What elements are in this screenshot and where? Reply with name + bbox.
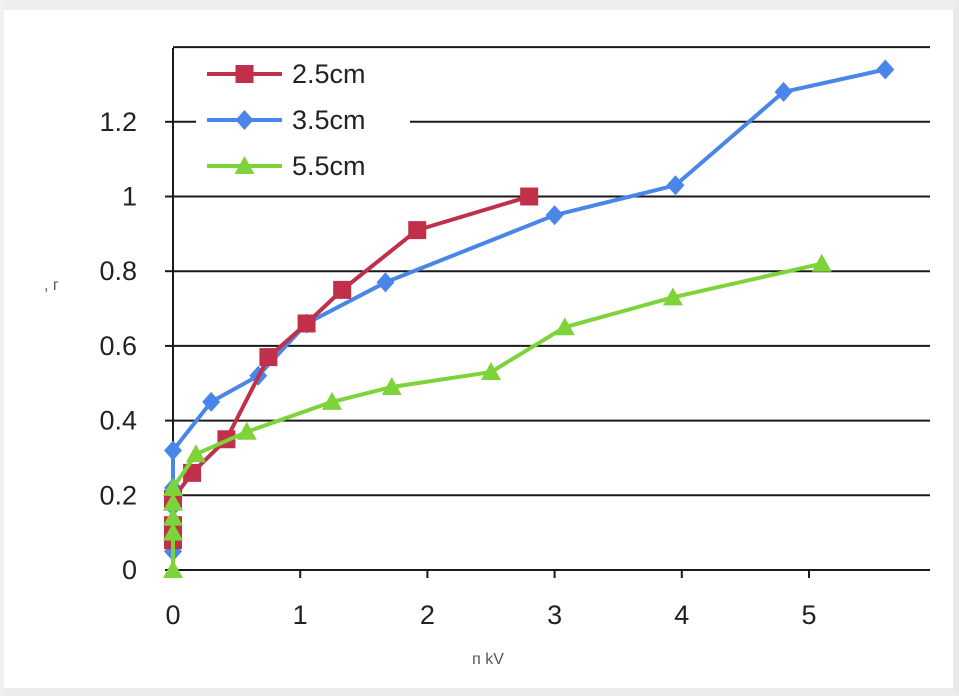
legend-marker bbox=[234, 156, 255, 174]
data-point bbox=[333, 280, 352, 299]
data-point bbox=[554, 317, 575, 336]
data-point bbox=[163, 507, 183, 526]
data-point bbox=[520, 187, 539, 206]
y-tick-label: 0.8 bbox=[99, 256, 137, 286]
data-point bbox=[876, 59, 895, 80]
data-point bbox=[381, 376, 402, 395]
data-point bbox=[163, 492, 183, 511]
legend-marker bbox=[235, 65, 254, 83]
x-axis-label: п kV bbox=[472, 651, 504, 668]
x-tick-label: 5 bbox=[801, 600, 816, 630]
grid-layer bbox=[173, 46, 930, 497]
legend-label: 2.5cm bbox=[292, 59, 366, 89]
y-tick-label: 1 bbox=[122, 182, 137, 212]
data-point bbox=[774, 81, 793, 102]
data-point bbox=[481, 362, 501, 381]
x-tick-label: 4 bbox=[674, 600, 689, 630]
y-tick-label: 1.2 bbox=[99, 107, 137, 137]
legend-label: 3.5cm bbox=[292, 105, 366, 135]
y-tick-label: 0.2 bbox=[99, 480, 137, 510]
data-point bbox=[297, 314, 316, 333]
y-tick-label: 0 bbox=[122, 555, 137, 585]
x-tick-label: 2 bbox=[420, 600, 435, 630]
data-point bbox=[236, 421, 257, 440]
series-layer bbox=[163, 59, 895, 578]
y-axis-label: , г bbox=[44, 277, 59, 294]
legend-label: 5.5cm bbox=[292, 151, 366, 181]
data-point bbox=[811, 253, 832, 272]
legend-item: 5.5cm bbox=[207, 151, 366, 181]
data-point bbox=[164, 440, 182, 461]
data-point bbox=[163, 560, 183, 578]
data-point bbox=[259, 348, 278, 367]
legend: 2.5cm 3.5cm 5.5cm bbox=[196, 50, 410, 190]
series-line bbox=[171, 261, 823, 570]
x-tick-label: 3 bbox=[547, 600, 562, 630]
y-tick-label: 0.4 bbox=[99, 406, 137, 436]
legend-marker bbox=[235, 110, 254, 130]
data-point bbox=[376, 272, 395, 293]
data-point bbox=[408, 221, 427, 240]
data-point bbox=[202, 391, 221, 412]
data-point bbox=[185, 444, 206, 463]
data-point bbox=[163, 477, 183, 496]
data-point bbox=[163, 522, 183, 541]
legend-item: 3.5cm bbox=[207, 105, 366, 135]
data-point bbox=[666, 175, 685, 196]
y-tick-label: 0.6 bbox=[99, 331, 137, 361]
x-tick-label: 1 bbox=[293, 600, 308, 630]
data-point bbox=[322, 391, 342, 410]
data-point bbox=[545, 205, 564, 226]
series-5.5cm bbox=[163, 253, 832, 578]
x-tick-label: 0 bbox=[165, 600, 180, 630]
data-point bbox=[662, 287, 683, 306]
legend-item: 2.5cm bbox=[207, 59, 366, 89]
